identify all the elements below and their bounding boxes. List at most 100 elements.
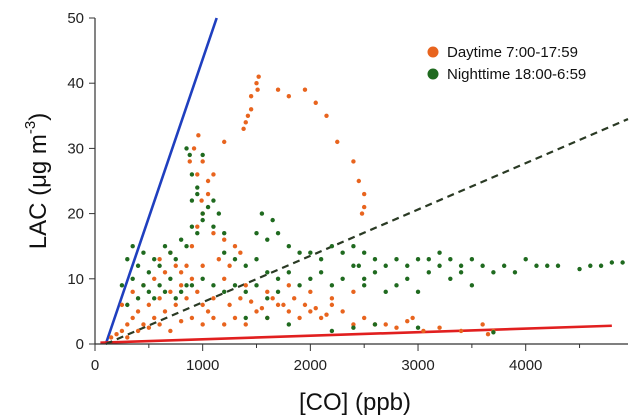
point-daytime-103 — [286, 283, 292, 288]
point-daytime-101 — [178, 270, 184, 275]
point-daytime-116 — [383, 322, 388, 327]
point-nighttime-97 — [162, 289, 168, 295]
point-daytime-108 — [222, 276, 227, 281]
point-nighttime-72 — [200, 152, 205, 158]
point-daytime-119 — [410, 315, 415, 321]
point-daytime-21 — [135, 328, 141, 334]
point-daytime-34 — [275, 302, 281, 308]
point-nighttime-81 — [189, 283, 195, 288]
point-daytime-31 — [243, 322, 248, 327]
point-nighttime-49 — [534, 263, 539, 268]
y-axis-label-sup: -3 — [22, 121, 39, 134]
point-nighttime-55 — [609, 260, 615, 265]
y-tick-label-1: 10 — [67, 271, 84, 288]
point-daytime-51 — [302, 302, 308, 308]
point-daytime-56 — [195, 224, 200, 229]
point-daytime-94 — [152, 276, 157, 281]
legend-label-daytime: Daytime 7:00-17:59 — [447, 44, 578, 61]
point-nighttime-115 — [286, 322, 292, 327]
point-nighttime-113 — [415, 325, 421, 330]
x-tick-label-4: 4000 — [509, 357, 542, 374]
point-daytime-68 — [238, 250, 243, 255]
point-nighttime-109 — [469, 257, 475, 262]
point-nighttime-14 — [200, 217, 205, 223]
point-nighttime-38 — [415, 289, 421, 295]
point-nighttime-12 — [189, 224, 195, 229]
point-nighttime-64 — [329, 244, 335, 249]
scatter-points-layer — [108, 74, 625, 340]
point-nighttime-66 — [351, 244, 356, 249]
y-axis-label-close: ) — [25, 113, 52, 121]
point-daytime-23 — [157, 322, 162, 327]
point-daytime-75 — [243, 120, 248, 125]
point-nighttime-3 — [141, 250, 146, 255]
point-daytime-90 — [205, 191, 211, 197]
point-daytime-81 — [324, 113, 329, 119]
point-nighttime-17 — [195, 191, 200, 197]
point-daytime-53 — [324, 312, 329, 317]
point-nighttime-93 — [119, 283, 125, 288]
point-daytime-89 — [211, 172, 216, 177]
point-daytime-3 — [125, 322, 130, 327]
legend: Daytime 7:00-17:59 Nighttime 18:00-6:59 — [427, 44, 586, 83]
point-daytime-11 — [168, 289, 173, 295]
point-nighttime-112 — [372, 322, 378, 327]
point-daytime-62 — [199, 198, 204, 203]
point-nighttime-83 — [211, 283, 216, 288]
point-nighttime-117 — [243, 315, 248, 321]
point-nighttime-22 — [243, 263, 248, 268]
point-nighttime-10 — [178, 237, 184, 242]
point-daytime-46 — [248, 299, 254, 304]
point-nighttime-90 — [135, 296, 141, 301]
point-daytime-18 — [205, 309, 211, 314]
point-nighttime-100 — [372, 257, 378, 262]
y-axis-label: LAC (μg m-3) — [22, 113, 52, 250]
point-daytime-99 — [157, 257, 162, 262]
point-nighttime-27 — [297, 283, 302, 288]
point-nighttime-110 — [329, 328, 335, 334]
point-nighttime-20 — [222, 250, 227, 255]
point-daytime-40 — [340, 309, 345, 314]
point-daytime-59 — [187, 159, 192, 164]
point-daytime-17 — [200, 302, 205, 308]
point-daytime-30 — [232, 315, 238, 321]
point-nighttime-43 — [469, 283, 475, 288]
point-nighttime-53 — [588, 263, 593, 268]
point-daytime-0 — [108, 335, 114, 340]
point-nighttime-67 — [361, 250, 367, 255]
point-nighttime-95 — [141, 283, 146, 288]
point-nighttime-16 — [189, 198, 195, 203]
point-daytime-32 — [254, 309, 259, 314]
point-nighttime-37 — [405, 276, 410, 281]
point-daytime-15 — [189, 276, 195, 281]
point-nighttime-86 — [243, 289, 248, 295]
point-nighttime-0 — [125, 257, 130, 262]
point-nighttime-18 — [200, 211, 205, 216]
point-daytime-2 — [119, 328, 125, 334]
point-nighttime-7 — [162, 244, 168, 249]
point-nighttime-108 — [458, 263, 464, 268]
svg-text:LAC (μg m-3): LAC (μg m-3) — [22, 113, 52, 250]
point-nighttime-46 — [501, 263, 507, 268]
point-daytime-73 — [248, 107, 254, 112]
point-daytime-102 — [265, 289, 270, 295]
point-daytime-37 — [308, 309, 313, 314]
y-axis-ticks: 0 10 20 30 40 50 — [67, 10, 95, 353]
point-nighttime-2 — [135, 263, 141, 268]
point-nighttime-119 — [356, 263, 362, 268]
point-daytime-114 — [485, 332, 491, 337]
point-daytime-28 — [211, 315, 216, 321]
point-nighttime-5 — [152, 257, 157, 262]
point-daytime-5 — [135, 309, 141, 314]
point-nighttime-19 — [211, 224, 216, 229]
point-nighttime-89 — [275, 289, 281, 295]
point-nighttime-105 — [426, 257, 431, 262]
point-nighttime-24 — [265, 270, 270, 275]
point-daytime-78 — [286, 94, 292, 99]
point-daytime-76 — [241, 126, 246, 132]
point-daytime-16 — [195, 289, 200, 295]
point-nighttime-59 — [275, 230, 281, 236]
point-nighttime-80 — [178, 289, 184, 295]
point-nighttime-44 — [480, 263, 485, 268]
